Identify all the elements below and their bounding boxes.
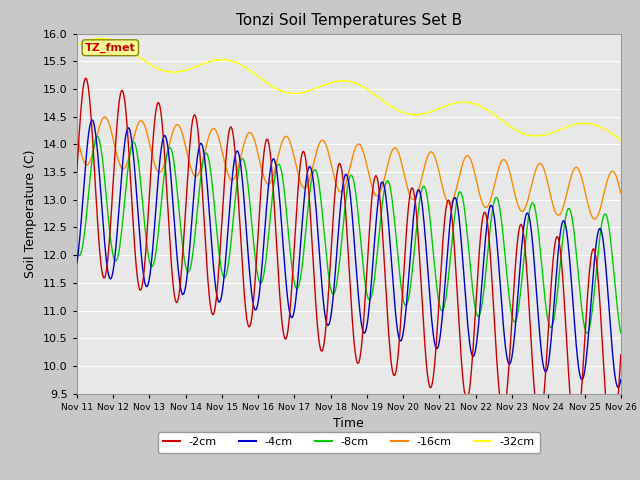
Text: TZ_fmet: TZ_fmet [85, 43, 136, 53]
X-axis label: Time: Time [333, 417, 364, 430]
Title: Tonzi Soil Temperatures Set B: Tonzi Soil Temperatures Set B [236, 13, 462, 28]
Y-axis label: Soil Temperature (C): Soil Temperature (C) [24, 149, 38, 278]
Legend: -2cm, -4cm, -8cm, -16cm, -32cm: -2cm, -4cm, -8cm, -16cm, -32cm [157, 432, 540, 453]
